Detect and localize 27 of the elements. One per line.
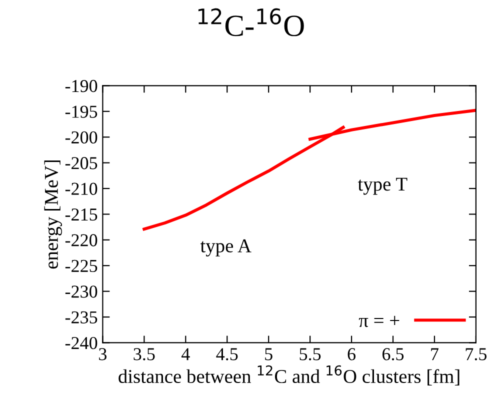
x-tick-label: 7.5 bbox=[466, 348, 487, 360]
x-tick-label: 3.5 bbox=[134, 348, 155, 360]
x-tick-label: 5 bbox=[265, 348, 272, 360]
x-tick-label: 4.5 bbox=[216, 348, 238, 360]
x-tick-label: 6.5 bbox=[382, 348, 404, 360]
x-axis-title: distance between $^{12}$C and $^{16}$O clusters [fm] bbox=[118, 365, 460, 386]
y-tick-label: -200 bbox=[65, 131, 98, 144]
annotation: type T bbox=[358, 178, 408, 195]
annotation: type A bbox=[200, 239, 252, 256]
x-tick-label: 5.5 bbox=[300, 348, 321, 360]
chart-title: $^{12}$C-$^{16}$O bbox=[198, 8, 304, 36]
y-tick-label: -190 bbox=[65, 80, 98, 92]
y-tick-label: -220 bbox=[65, 234, 98, 246]
y-tick-label: -215 bbox=[65, 208, 98, 221]
y-tick-label: -235 bbox=[65, 311, 98, 324]
y-tick-label: -195 bbox=[65, 106, 98, 118]
x-tick-label: 4 bbox=[181, 348, 190, 360]
y-tick-label: -240 bbox=[65, 336, 98, 350]
y-tick-label: -210 bbox=[65, 182, 98, 195]
y-tick-label: -225 bbox=[65, 260, 98, 272]
legend-label: π = + bbox=[358, 316, 400, 328]
x-tick-label: 7 bbox=[431, 348, 438, 360]
y-tick-label: -205 bbox=[65, 157, 98, 170]
x-tick-label: 6 bbox=[348, 348, 356, 360]
y-axis-title: energy [MeV] bbox=[44, 160, 62, 269]
x-tick-label: 3 bbox=[99, 348, 107, 360]
y-tick-label: -230 bbox=[65, 286, 98, 298]
